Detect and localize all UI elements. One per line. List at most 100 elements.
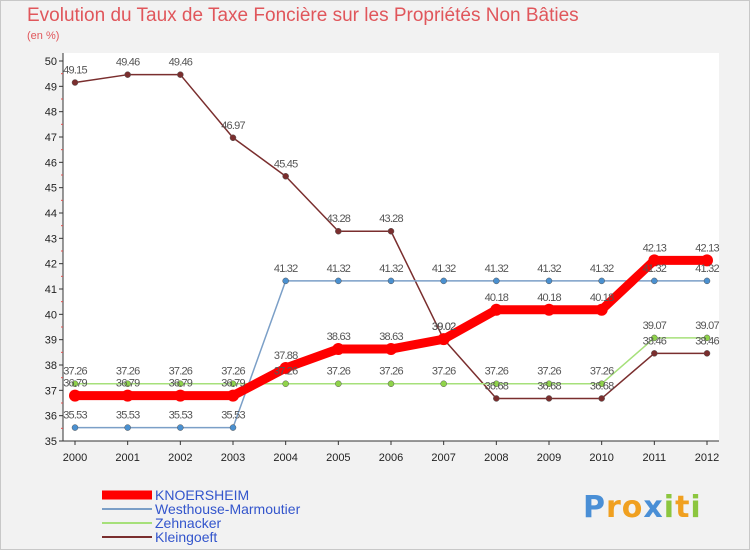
x-tick-label: 2005 bbox=[326, 452, 350, 464]
data-label: 37.26 bbox=[537, 366, 561, 378]
data-point bbox=[69, 389, 81, 402]
logo-letter: P bbox=[583, 490, 606, 525]
data-point bbox=[174, 389, 187, 402]
logo-letter: t bbox=[675, 490, 691, 525]
data-label: 38.63 bbox=[379, 331, 403, 343]
y-axis-unit-label: (en %) bbox=[27, 30, 60, 42]
data-label: 40.18 bbox=[485, 292, 509, 304]
y-tick-label: 44 bbox=[45, 208, 57, 220]
data-label: 41.32 bbox=[537, 263, 561, 275]
legend-label: Kleingoeft bbox=[155, 529, 217, 545]
x-tick-label: 2010 bbox=[589, 452, 613, 464]
data-point bbox=[121, 389, 134, 402]
data-label: 37.26 bbox=[63, 366, 87, 378]
x-tick-label: 2011 bbox=[643, 452, 667, 464]
y-tick-label: 43 bbox=[45, 233, 57, 245]
y-tick-label: 42 bbox=[45, 259, 57, 271]
data-label: 49.46 bbox=[169, 57, 193, 69]
data-point bbox=[282, 173, 289, 180]
y-tick-label: 38 bbox=[45, 360, 57, 372]
logo-letter: i bbox=[663, 490, 676, 525]
data-point bbox=[71, 380, 79, 387]
y-tick-label: 50 bbox=[45, 56, 57, 68]
data-point bbox=[493, 277, 500, 285]
legend-label: Zehnacker bbox=[155, 515, 221, 531]
data-point bbox=[177, 380, 184, 387]
y-tick-label: 41 bbox=[45, 284, 57, 296]
data-label: 36.79 bbox=[221, 378, 245, 390]
data-label: 36.79 bbox=[116, 378, 140, 390]
data-label: 41.32 bbox=[327, 263, 351, 275]
data-label: 37.26 bbox=[379, 366, 403, 378]
y-tick-label: 36 bbox=[45, 411, 57, 423]
data-point bbox=[493, 395, 500, 402]
data-point bbox=[703, 350, 711, 357]
data-label: 37.26 bbox=[274, 366, 298, 378]
data-point bbox=[387, 277, 395, 285]
data-point bbox=[598, 380, 605, 387]
data-point bbox=[648, 254, 661, 267]
data-point bbox=[595, 303, 608, 316]
logo-letter: o bbox=[621, 490, 644, 525]
data-point bbox=[651, 334, 658, 342]
data-point bbox=[490, 303, 503, 316]
x-tick-label: 2004 bbox=[273, 452, 297, 464]
data-label: 36.79 bbox=[169, 378, 193, 390]
data-label: 35.53 bbox=[169, 410, 193, 422]
data-label: 41.32 bbox=[432, 263, 456, 275]
axes: 35 36 37 38 39 40 41 42 43 44 45 46 47 48 49 50 2000 2001… bbox=[45, 53, 719, 464]
y-tick-label: 35 bbox=[45, 436, 57, 448]
x-tick-label: 2001 bbox=[115, 452, 139, 464]
data-label: 36.68 bbox=[537, 380, 561, 392]
data-label: 36.68 bbox=[590, 380, 614, 392]
y-tick-label: 45 bbox=[45, 183, 57, 195]
data-label: 37.26 bbox=[485, 366, 509, 378]
data-label: 36.79 bbox=[63, 378, 87, 390]
data-point bbox=[545, 380, 553, 387]
x-tick-label: 2009 bbox=[537, 452, 561, 464]
x-tick-label: 2002 bbox=[168, 452, 192, 464]
data-label: 37.26 bbox=[221, 366, 245, 378]
data-point bbox=[598, 277, 605, 285]
data-point bbox=[703, 334, 711, 342]
logo-letter: x bbox=[643, 490, 664, 525]
y-tick-label: 39 bbox=[45, 335, 57, 347]
legend: KNOERSHEIMWesthouse-MarmoutierZehnackerK… bbox=[102, 487, 301, 545]
data-labels: 49.15 49.46 49.46 46.97 45.45 43.28 43.28 39.02… bbox=[63, 57, 720, 422]
data-label: 35.53 bbox=[63, 410, 87, 422]
data-point bbox=[335, 380, 342, 387]
data-point bbox=[332, 343, 345, 356]
data-point bbox=[227, 389, 239, 402]
data-label: 39.07 bbox=[643, 320, 667, 332]
data-point bbox=[493, 380, 500, 387]
x-tick-label: 2007 bbox=[431, 452, 455, 464]
y-tick-label: 46 bbox=[45, 157, 57, 169]
data-label: 42.13 bbox=[695, 242, 719, 254]
data-point bbox=[229, 424, 237, 431]
data-point bbox=[437, 333, 450, 346]
data-label: 41.32 bbox=[485, 263, 509, 275]
data-label: 41.32 bbox=[643, 263, 667, 275]
chart-title: Evolution du Taux de Taxe Foncière sur l… bbox=[27, 5, 579, 26]
data-label: 37.26 bbox=[590, 366, 614, 378]
data-label: 41.32 bbox=[379, 263, 403, 275]
data-point bbox=[387, 227, 395, 235]
data-label: 37.26 bbox=[432, 366, 456, 378]
data-point bbox=[229, 134, 237, 142]
data-point bbox=[335, 277, 342, 285]
legend-label: KNOERSHEIM bbox=[155, 487, 249, 503]
data-label: 46.97 bbox=[221, 120, 245, 132]
data-point bbox=[703, 277, 711, 285]
data-point bbox=[545, 277, 553, 285]
x-tick-label: 2003 bbox=[221, 452, 245, 464]
data-point bbox=[598, 395, 605, 402]
data-point bbox=[701, 254, 713, 267]
y-tick-label: 48 bbox=[45, 107, 57, 119]
data-label: 39.07 bbox=[695, 320, 719, 332]
data-point bbox=[124, 71, 131, 78]
data-point bbox=[177, 424, 184, 431]
data-point bbox=[651, 277, 658, 285]
y-tick-label: 37 bbox=[45, 385, 57, 397]
data-point bbox=[71, 79, 79, 86]
